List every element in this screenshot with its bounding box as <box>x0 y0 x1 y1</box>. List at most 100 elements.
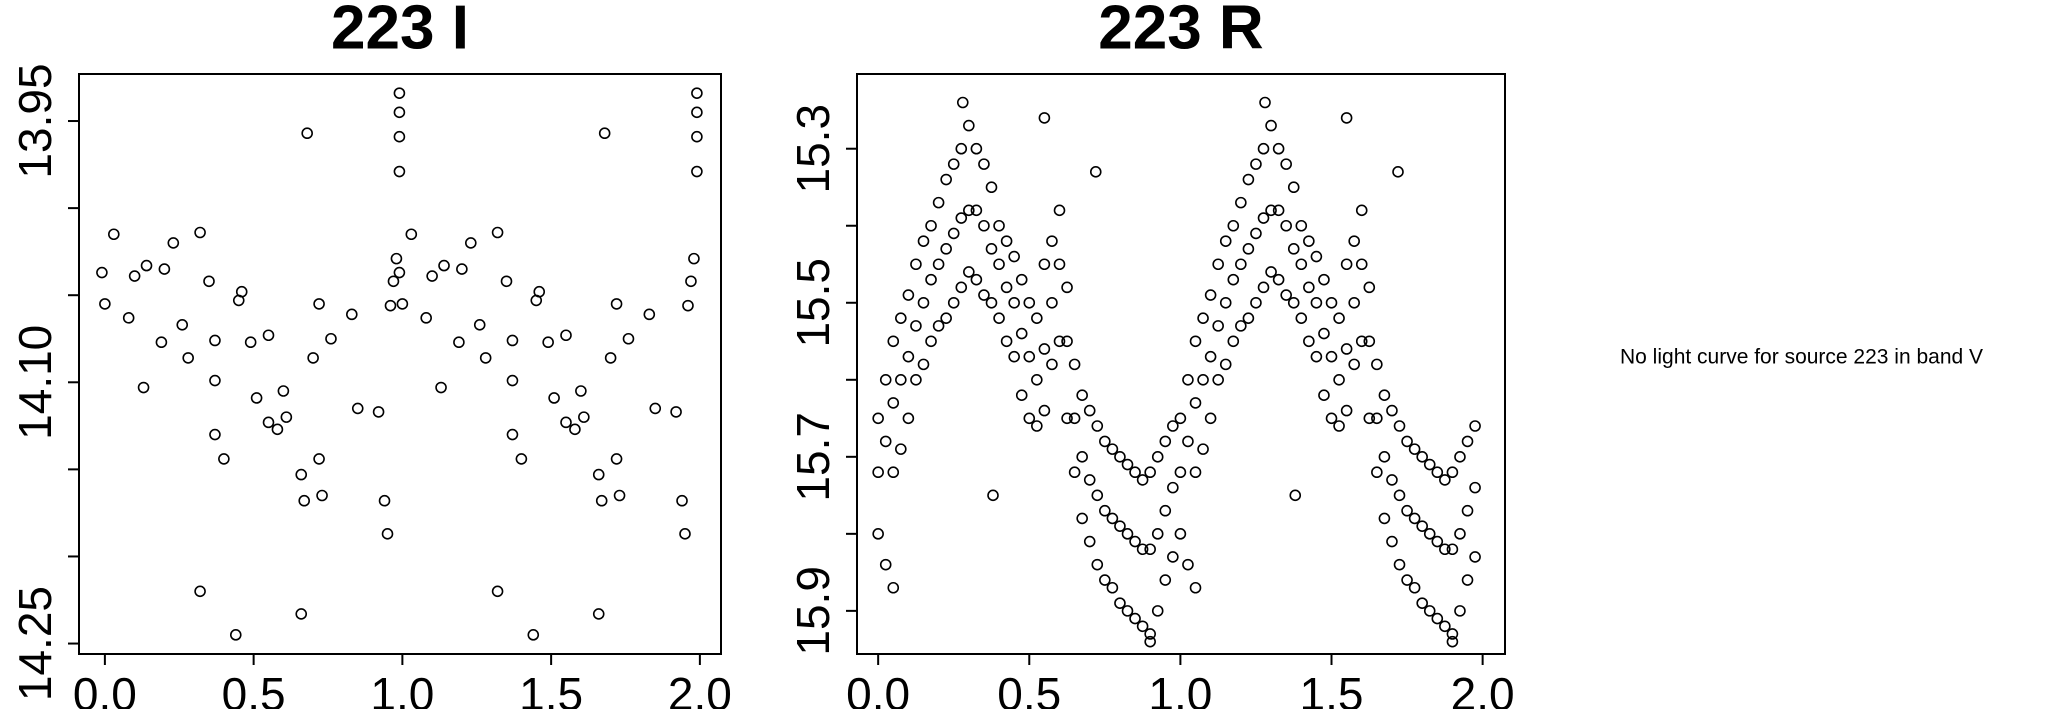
data-point <box>1212 373 1224 386</box>
data-point <box>1446 635 1459 648</box>
data-point <box>1371 358 1383 371</box>
data-point <box>872 412 884 425</box>
data-point <box>1310 250 1323 263</box>
data-point <box>1046 296 1058 309</box>
data-point <box>453 336 465 349</box>
data-point <box>610 453 623 465</box>
data-point <box>515 453 528 465</box>
data-point <box>963 204 975 217</box>
data-point <box>1061 335 1073 348</box>
data-point <box>970 204 983 217</box>
x-tick-label: 2.0 <box>1451 668 1515 709</box>
data-point <box>1265 204 1277 217</box>
data-point <box>649 402 662 415</box>
x-tick-label: 2.0 <box>668 668 732 709</box>
data-point <box>604 352 617 364</box>
data-point <box>1461 574 1474 586</box>
data-point <box>1091 489 1104 502</box>
data-point <box>155 336 168 349</box>
data-point <box>250 392 263 404</box>
y-tick-label: 14.10 <box>9 325 61 440</box>
data-point <box>1265 266 1277 278</box>
data-point <box>99 298 111 310</box>
data-point <box>108 228 120 241</box>
data-point <box>1325 350 1338 363</box>
data-point <box>1461 504 1474 517</box>
data-point <box>122 312 135 324</box>
data-point <box>887 397 900 409</box>
data-point <box>925 219 937 232</box>
data-point <box>542 336 554 349</box>
data-point <box>1250 227 1262 240</box>
data-point <box>1038 258 1051 271</box>
data-point <box>1031 312 1043 324</box>
data-point <box>947 158 960 170</box>
data-point <box>548 392 560 404</box>
data-point <box>1378 451 1391 463</box>
data-point <box>1023 412 1036 425</box>
x-tick-label: 1.5 <box>1300 668 1364 709</box>
data-point <box>1023 296 1036 309</box>
data-point <box>1000 335 1013 348</box>
data-point <box>902 350 915 363</box>
data-point <box>1114 597 1126 609</box>
data-point <box>947 296 960 309</box>
data-point <box>1355 204 1368 217</box>
data-point <box>610 298 623 310</box>
data-point <box>1114 451 1126 463</box>
data-point <box>1295 312 1308 324</box>
data-point <box>1250 296 1262 309</box>
data-point <box>978 219 990 232</box>
data-point <box>1204 289 1217 301</box>
data-point <box>1136 620 1149 633</box>
data-point <box>688 252 700 265</box>
data-point <box>456 263 468 275</box>
data-point <box>1371 412 1383 425</box>
data-point <box>405 228 418 241</box>
data-point <box>978 158 990 170</box>
data-point <box>209 374 221 387</box>
y-tick-label: 14.25 <box>9 586 61 701</box>
data-point <box>970 273 983 286</box>
data-point <box>387 275 400 288</box>
data-point <box>955 281 968 294</box>
data-point <box>887 466 900 479</box>
data-point <box>575 385 587 397</box>
data-point <box>1129 612 1141 625</box>
data-point <box>879 558 892 571</box>
data-point <box>1333 420 1345 432</box>
data-point <box>209 334 221 347</box>
data-point <box>316 489 328 502</box>
data-point <box>1355 335 1368 348</box>
data-point <box>1257 142 1270 155</box>
data-point <box>1295 258 1308 271</box>
data-point <box>1174 528 1187 540</box>
data-point <box>985 181 998 194</box>
data-point <box>396 298 409 310</box>
data-point <box>993 312 1005 324</box>
data-point <box>676 494 688 507</box>
data-point <box>1250 158 1262 170</box>
x-tick-label: 0.0 <box>846 668 910 709</box>
data-point <box>1280 289 1292 301</box>
data-point <box>1235 196 1247 209</box>
data-point <box>985 296 998 309</box>
data-point <box>1280 158 1292 170</box>
data-point <box>1392 166 1404 178</box>
data-point <box>1182 435 1194 448</box>
data-point <box>1197 443 1209 455</box>
data-point <box>1235 258 1247 271</box>
data-point <box>1454 528 1466 540</box>
data-point <box>506 428 519 441</box>
data-point <box>1303 235 1315 247</box>
data-point <box>420 312 432 324</box>
data-point <box>925 273 937 286</box>
data-point <box>313 453 325 465</box>
data-point <box>1053 258 1066 271</box>
data-point <box>1219 235 1232 247</box>
note: No light curve for source 223 in band V <box>1620 346 1983 369</box>
data-point <box>295 468 308 481</box>
data-point <box>491 226 504 239</box>
data-point <box>1061 281 1073 294</box>
data-point <box>229 629 242 641</box>
